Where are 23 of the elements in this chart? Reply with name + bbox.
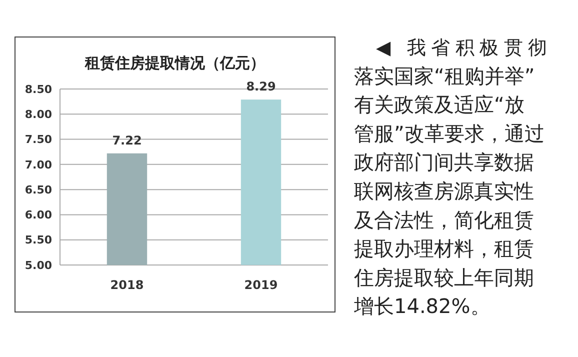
text: 住房提取较上年同期 [353, 265, 534, 290]
text: 政府部门间共享数据 [354, 150, 534, 174]
y-tick-label: 6.50 [24, 183, 52, 196]
data-label: 8.29 [246, 80, 276, 94]
text: 增长14.82%。 [353, 294, 490, 318]
text: 落实国家“租购并举” [354, 64, 535, 88]
text: 及合法性，简化租赁 [354, 208, 534, 232]
y-tick-label: 5.00 [24, 258, 52, 272]
x-tick-label: 2018 [110, 278, 144, 292]
text: ◀ 我省积极贯彻 [376, 37, 547, 59]
text: 提取办理材料，租赁 [354, 236, 534, 261]
y-tick-label: 6.00 [24, 208, 52, 222]
x-tick-label: 2019 [244, 278, 278, 292]
y-tick-label: 8.00 [24, 108, 52, 121]
text: 有关政策及适应“放 [354, 92, 524, 117]
data-label: 7.22 [112, 133, 142, 148]
y-tick-label: 7.50 [24, 133, 52, 146]
y-tick-label: 8.50 [24, 82, 52, 96]
chart-title: 租赁住房提取情况（亿元） [84, 54, 265, 72]
y-tick-label: 5.50 [24, 234, 52, 247]
text: 联网核查房源真实性 [354, 179, 534, 203]
y-tick-label: 7.00 [24, 158, 52, 172]
text: 管服”改革要求，通过 [354, 121, 544, 146]
